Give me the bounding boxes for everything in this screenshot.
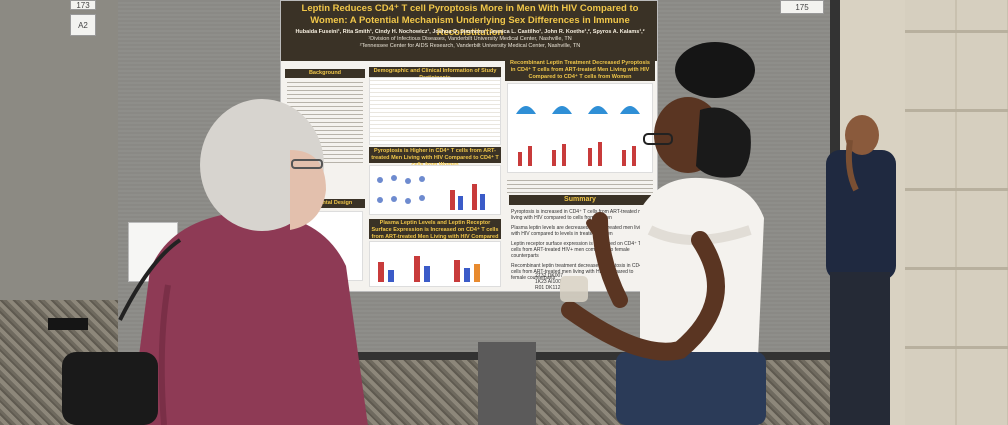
section-recombinant: Recombinant Leptin Treatment Decreased P… xyxy=(505,59,655,81)
summary-item: Leptin receptor surface expression is in… xyxy=(511,241,642,259)
pyroptosis-figure xyxy=(369,165,501,215)
demographics-table xyxy=(369,77,501,145)
cinder-block-wall xyxy=(905,0,1008,425)
poster-header: Leptin Reduces CD4⁺ T cell Pyroptosis Mo… xyxy=(281,1,657,61)
affiliation-1: ¹Division of Infectious Diseases, Vander… xyxy=(368,36,572,42)
recombinant-figure xyxy=(507,83,653,173)
recombinant-plots xyxy=(516,106,640,166)
authors-line: Hubaida Fuseini¹, Rita Smith¹, Cindy H. … xyxy=(295,29,645,35)
neighbor-poster-board xyxy=(0,0,124,300)
presenter xyxy=(560,42,766,425)
poster-authors: Hubaida Fuseini¹, Rita Smith¹, Cindy H. … xyxy=(287,29,653,50)
poster-title: Leptin Reduces CD4⁺ T cell Pyroptosis Mo… xyxy=(301,3,639,38)
older-woman xyxy=(62,99,368,425)
summary-item: Plasma leptin levels are decreased in AR… xyxy=(511,225,646,237)
grant-code: 2T32 DK007 xyxy=(535,273,564,279)
grant-code: R01 DK112 xyxy=(535,285,561,291)
summary-item: Recombinant leptin treatment decreased p… xyxy=(511,263,649,281)
summary-item: Pyroptosis is increased in CD4⁺ T cells … xyxy=(511,209,648,221)
background-shoes xyxy=(48,318,88,330)
background-legs xyxy=(478,342,536,425)
board-tag-top-left: 173 xyxy=(70,0,96,10)
grant-code: 1K23 AI100 xyxy=(535,279,561,285)
board-tag-top-right: 175 xyxy=(780,0,824,14)
plasma-figure xyxy=(369,241,501,287)
board-number-tag: A2 xyxy=(70,14,96,36)
figure-legend-text xyxy=(507,179,653,193)
section-background: Background xyxy=(285,69,365,78)
grant-codes: 2T32 DK007 1K23 AI100 R01 DK112 xyxy=(535,273,595,291)
section-design: Experimental Design xyxy=(285,199,365,208)
plasma-charts xyxy=(378,256,480,282)
flow-plots xyxy=(377,175,485,210)
affiliation-2: ²Tennessee Center for AIDS Research, Van… xyxy=(359,43,581,49)
section-summary: Summary xyxy=(509,195,651,205)
summary-list: Pyroptosis is increased in CD4⁺ T cells … xyxy=(511,209,649,281)
background-person xyxy=(826,115,896,425)
